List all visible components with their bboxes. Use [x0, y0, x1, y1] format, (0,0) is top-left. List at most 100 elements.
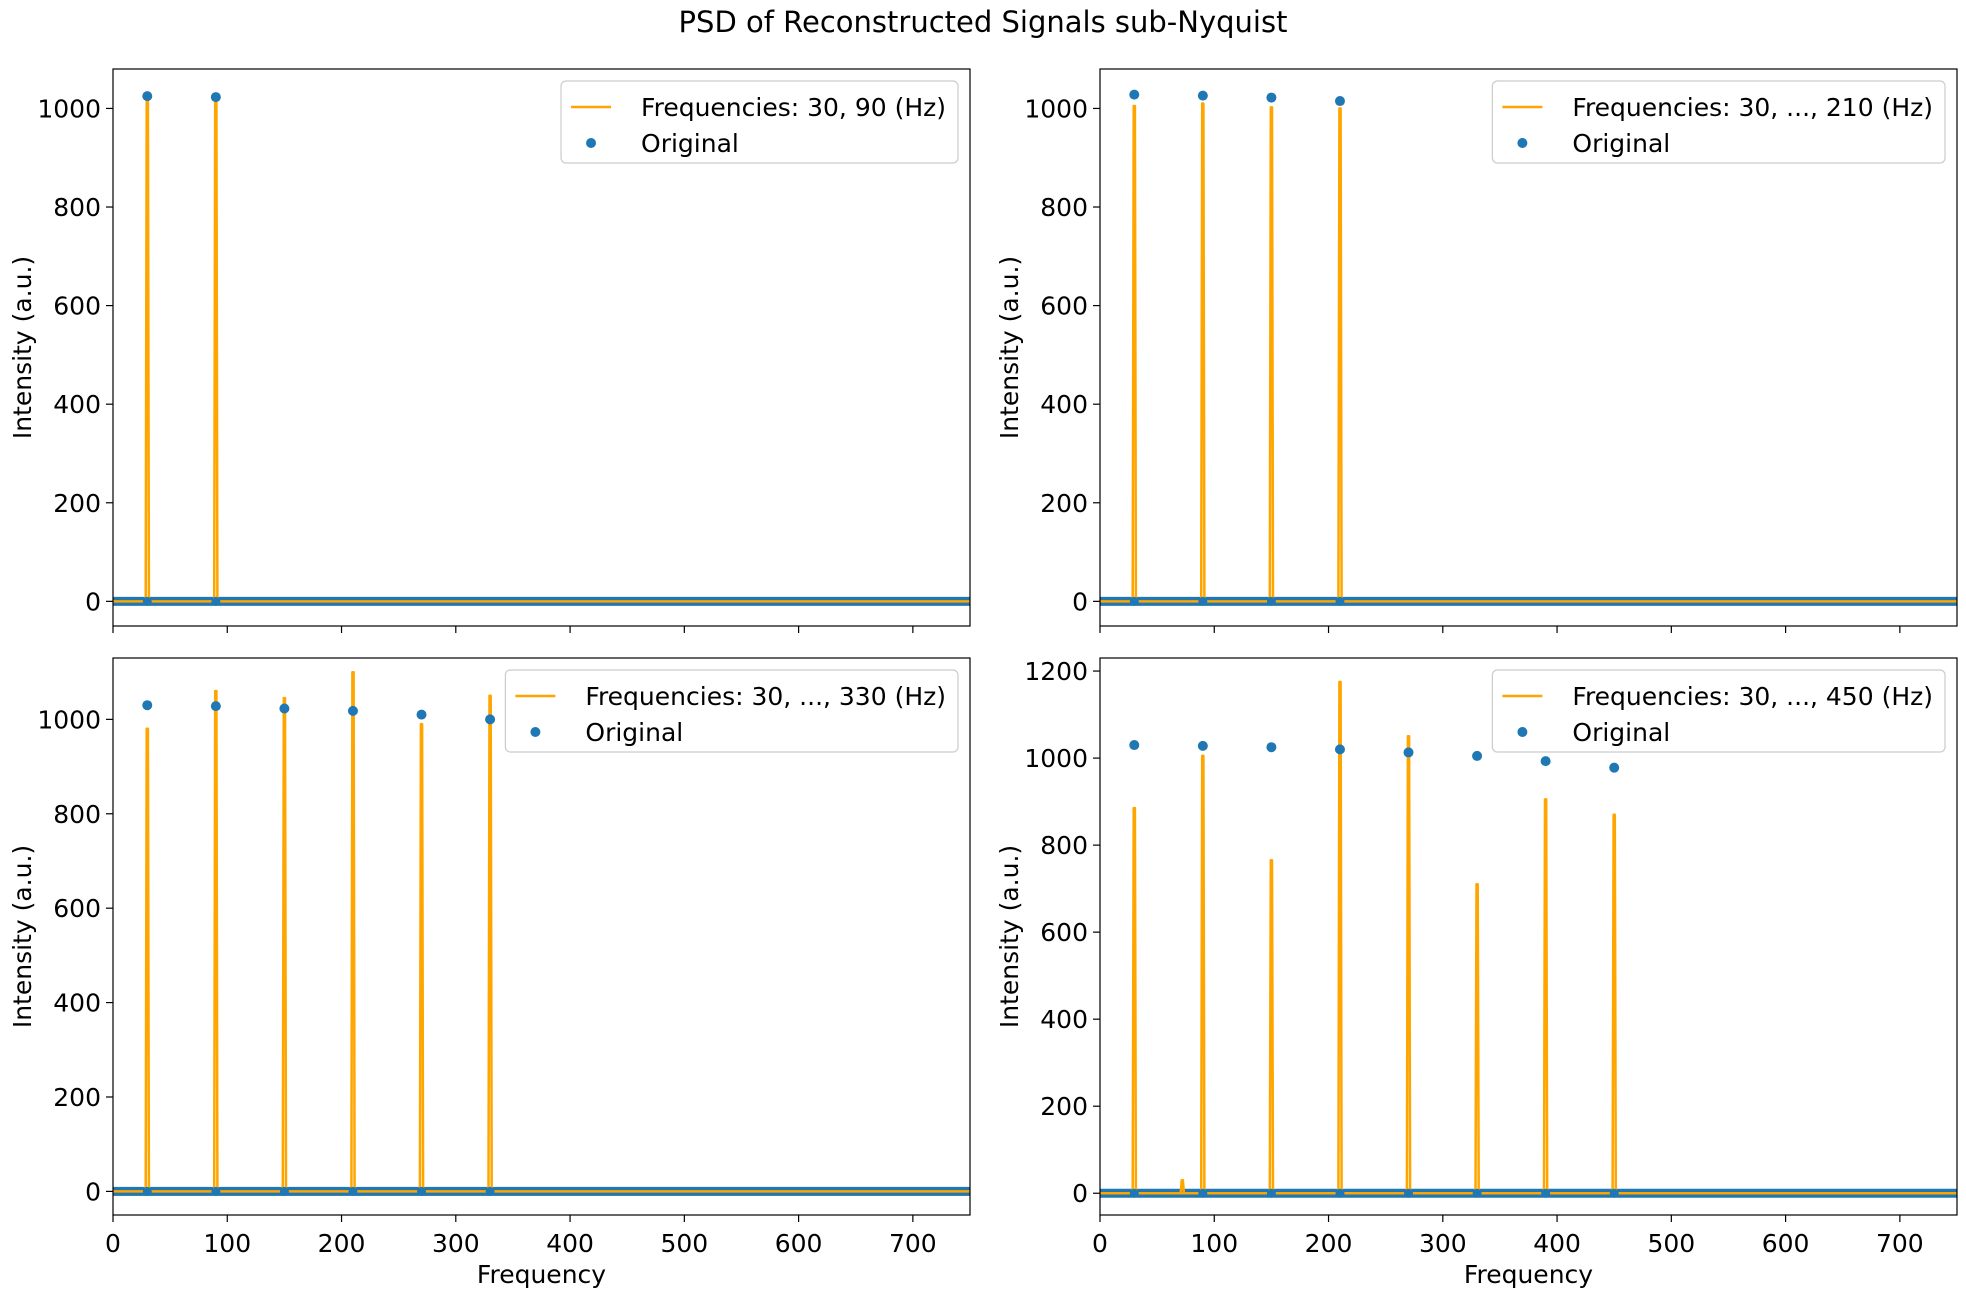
- x-tick-label: 100: [203, 1229, 251, 1258]
- axes-frame: [112, 657, 971, 1216]
- x-tick-label: 700: [889, 1229, 937, 1258]
- reconstructed-peak: [1542, 798, 1549, 1194]
- original-point: [1540, 756, 1551, 767]
- legend-label-original: Original: [1572, 129, 1670, 158]
- reconstructed-peak: [1131, 104, 1138, 602]
- reconstructed-peak: [1199, 102, 1206, 602]
- legend: Frequencies: 30, ..., 450 (Hz) Original: [1491, 669, 1946, 753]
- y-tick-label: 400: [1040, 390, 1088, 419]
- reconstructed-peak: [1268, 859, 1275, 1194]
- original-point-zero: [211, 596, 221, 606]
- original-point-zero: [1335, 596, 1345, 606]
- x-tick-label: 0: [105, 1229, 121, 1258]
- original-point-zero: [485, 1186, 495, 1196]
- y-tick-label: 200: [1040, 1092, 1088, 1121]
- original-point: [1472, 750, 1483, 761]
- y-tick-label: 800: [1040, 831, 1088, 860]
- legend-label-original: Original: [641, 129, 739, 158]
- reconstructed-peak: [1199, 754, 1206, 1194]
- reconstructed-peak: [418, 722, 425, 1192]
- original-point: [1266, 742, 1277, 753]
- y-tick-label: 800: [1040, 193, 1088, 222]
- reconstructed-peak: [1268, 106, 1275, 602]
- x-tick-label: 0: [1092, 1229, 1108, 1258]
- x-tick-label: 300: [1419, 1229, 1467, 1258]
- figure-title: PSD of Reconstructed Signals sub-Nyquist: [679, 5, 1288, 39]
- axes-frame: [1099, 657, 1958, 1216]
- legend-marker-swatch: [1517, 138, 1528, 148]
- x-tick-label: 600: [775, 1229, 823, 1258]
- original-point: [279, 703, 290, 714]
- original-point: [210, 92, 221, 103]
- y-tick-label: 800: [53, 193, 101, 222]
- plot-area: [113, 91, 970, 606]
- subplot-bottom-left: 0 200 400 600 800 1000 0 100 200 300 400 500 600 700 I…: [8, 657, 971, 1289]
- original-point: [142, 91, 153, 102]
- legend-label-original: Original: [1572, 718, 1670, 747]
- original-point: [1129, 89, 1140, 100]
- x-tick-label: 200: [318, 1229, 366, 1258]
- y-tick-label: 600: [1040, 918, 1088, 947]
- original-point: [347, 705, 358, 716]
- axes-frame: [112, 68, 971, 627]
- legend: Frequencies: 30, ..., 210 (Hz) Original: [1491, 80, 1946, 164]
- original-point: [1197, 740, 1208, 751]
- original-point-zero: [279, 1186, 289, 1196]
- original-point-zero: [1335, 1188, 1345, 1198]
- original-point-zero: [1404, 1188, 1414, 1198]
- original-point-zero: [142, 596, 152, 606]
- reconstructed-peak: [1131, 806, 1138, 1194]
- x-tick-label: 200: [1305, 1229, 1353, 1258]
- y-tick-label: 200: [53, 1083, 101, 1112]
- reconstructed-peak: [1337, 107, 1343, 602]
- legend-label-reconstructed: Frequencies: 30, ..., 450 (Hz): [1572, 682, 1933, 711]
- y-tick-label: 1200: [1024, 657, 1088, 686]
- original-point: [1334, 96, 1345, 107]
- x-tick-label: 700: [1876, 1229, 1924, 1258]
- reconstructed-peak: [1474, 883, 1480, 1194]
- original-point-zero: [1266, 596, 1276, 606]
- subplot-top-right: 0 200 400 600 800 1000 Intensity (a.u.) Frequen…: [995, 68, 1958, 633]
- original-point-zero: [348, 1186, 358, 1196]
- reconstructed-peak: [281, 696, 288, 1192]
- y-axis-label: Intensity (a.u.): [995, 256, 1024, 439]
- legend-label-original: Original: [585, 718, 683, 747]
- x-axis-label: Frequency: [1464, 1260, 1593, 1289]
- subplot-bottom-right: 0 200 400 600 800 1000 1200 0 100 200 300 400 500 600…: [995, 657, 1958, 1289]
- y-tick-label: 800: [53, 800, 101, 829]
- legend-label-reconstructed: Frequencies: 30, 90 (Hz): [641, 93, 946, 122]
- original-point-zero: [1266, 1188, 1276, 1198]
- x-tick-label: 400: [546, 1229, 594, 1258]
- original-point: [1334, 744, 1345, 755]
- original-point: [1129, 740, 1140, 751]
- original-point: [1197, 90, 1208, 101]
- legend-frame: [1491, 80, 1946, 164]
- y-tick-label: 400: [1040, 1005, 1088, 1034]
- legend-marker-swatch: [586, 138, 597, 148]
- original-point: [1609, 762, 1620, 773]
- y-tick-label: 600: [1040, 292, 1088, 321]
- y-tick-label: 1000: [1024, 744, 1088, 773]
- y-tick-label: 1000: [1024, 94, 1088, 123]
- y-axis-label: Intensity (a.u.): [8, 845, 37, 1028]
- y-tick-label: 1000: [37, 705, 101, 734]
- reconstructed-peak: [1337, 680, 1343, 1194]
- reconstructed-peak: [144, 727, 151, 1192]
- x-tick-label: 300: [432, 1229, 480, 1258]
- legend: Frequencies: 30, 90 (Hz) Original: [560, 80, 959, 164]
- original-point-zero: [1129, 1188, 1139, 1198]
- legend-frame: [504, 669, 959, 753]
- original-point-zero: [417, 1186, 427, 1196]
- x-tick-label: 400: [1533, 1229, 1581, 1258]
- reconstructed-peak: [1179, 1178, 1186, 1194]
- y-tick-label: 400: [53, 989, 101, 1018]
- original-point-zero: [1129, 596, 1139, 606]
- original-point-zero: [1541, 1188, 1551, 1198]
- legend-marker-swatch: [530, 727, 541, 737]
- legend-label-reconstructed: Frequencies: 30, ..., 210 (Hz): [1572, 93, 1933, 122]
- x-axis-label: Frequency: [477, 1260, 606, 1289]
- y-tick-label: 600: [53, 292, 101, 321]
- original-point: [1266, 92, 1277, 103]
